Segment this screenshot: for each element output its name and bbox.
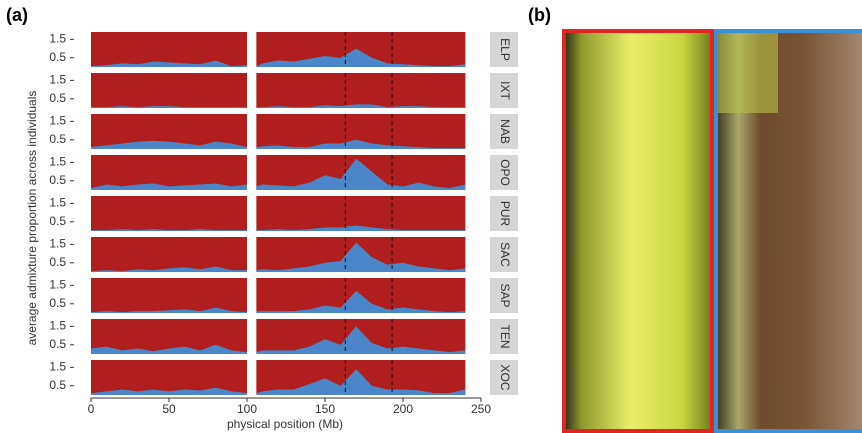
- y-tick-label: 1.5: [49, 278, 66, 292]
- strip: [490, 114, 518, 149]
- y-tick-label: 1.5: [49, 237, 66, 251]
- x-tick-label: 50: [162, 402, 176, 416]
- panel-fill: [256, 73, 466, 108]
- facet-label: OPO: [498, 159, 512, 186]
- admixture-area: [91, 48, 466, 67]
- admixture-area: [91, 326, 466, 354]
- y-tick-label: 0.5: [49, 50, 66, 64]
- photo-smooth-stem: [562, 29, 714, 433]
- panel-fill: [91, 73, 247, 108]
- x-tick-label: 150: [315, 402, 335, 416]
- facet-label: SAP: [498, 283, 512, 307]
- y-tick-label: 0.5: [49, 378, 66, 392]
- admixture-area: [91, 369, 466, 395]
- panel-fill: [91, 32, 247, 67]
- y-tick-label: 1.5: [49, 360, 66, 374]
- panel-fill: [91, 237, 247, 272]
- admixture-area: [91, 139, 466, 149]
- strip: [490, 73, 518, 108]
- y-tick-label: 1.5: [49, 196, 66, 210]
- y-tick-label: 1.5: [49, 73, 66, 87]
- x-tick-label: 0: [88, 402, 95, 416]
- strip: [490, 32, 518, 67]
- strip: [490, 319, 518, 354]
- y-axis-label: average admixture proportion across indi…: [25, 91, 39, 346]
- strip: [490, 278, 518, 313]
- facet-label: PUR: [498, 201, 512, 227]
- strip: [490, 196, 518, 231]
- y-tick-label: 0.5: [49, 337, 66, 351]
- panel-label: (b): [528, 5, 551, 25]
- x-axis-label: physical position (Mb): [227, 417, 343, 431]
- facet-label: SAC: [498, 242, 512, 267]
- panel-fill: [91, 278, 247, 313]
- y-tick-label: 0.5: [49, 214, 66, 228]
- admixture-area: [91, 158, 466, 190]
- y-tick-label: 0.5: [49, 296, 66, 310]
- panel-fill: [256, 196, 466, 231]
- y-tick-label: 0.5: [49, 173, 66, 187]
- y-tick-label: 1.5: [49, 114, 66, 128]
- y-tick-label: 1.5: [49, 155, 66, 169]
- admixture-area: [91, 290, 466, 313]
- admixture-area: [91, 104, 466, 108]
- x-tick-label: 250: [471, 402, 491, 416]
- strip: [490, 360, 518, 395]
- panel-label: (a): [6, 5, 28, 25]
- panel-fill: [91, 155, 247, 190]
- y-tick-label: 0.5: [49, 255, 66, 269]
- y-tick-label: 0.5: [49, 132, 66, 146]
- admixture-area: [91, 242, 466, 272]
- strip: [490, 237, 518, 272]
- facet-label: IXT: [498, 81, 512, 100]
- facet-label: ELP: [498, 38, 512, 61]
- panel-fill: [91, 196, 247, 231]
- x-tick-label: 100: [237, 402, 257, 416]
- strip: [490, 155, 518, 190]
- facet-label: TEN: [498, 325, 512, 349]
- facet-label: NAB: [498, 119, 512, 144]
- admixture-area: [91, 225, 466, 231]
- y-tick-label: 0.5: [49, 91, 66, 105]
- x-tick-label: 200: [393, 402, 413, 416]
- y-tick-label: 1.5: [49, 32, 66, 46]
- facet-label: XOC: [498, 364, 512, 390]
- y-tick-label: 1.5: [49, 319, 66, 333]
- photo-detail: [718, 33, 778, 113]
